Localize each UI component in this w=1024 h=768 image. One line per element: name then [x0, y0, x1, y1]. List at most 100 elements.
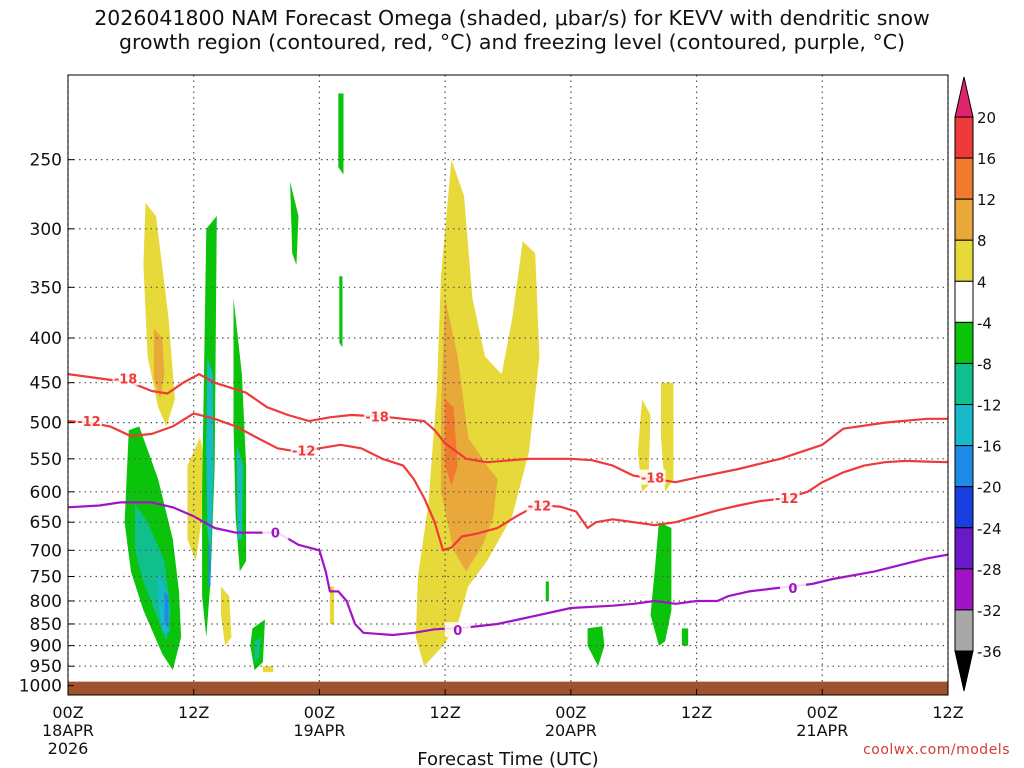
contour-label-bg — [290, 442, 317, 458]
x-tick-label-12-1: 12Z — [178, 703, 209, 722]
contour-label--18: -18 — [114, 372, 138, 387]
colorbar-segment-0 — [954, 116, 974, 159]
contour-label-bg — [639, 469, 666, 485]
colorbar-label-11: -28 — [977, 561, 1002, 579]
y-tick-label-850: 850 — [30, 615, 62, 635]
omega-region-9 — [208, 544, 211, 587]
x-tick-label-60-1: 12Z — [681, 703, 712, 722]
contour-label--12: -12 — [292, 444, 316, 459]
x-tick-label-72-2: 21APR — [796, 721, 848, 740]
plot-frame — [67, 74, 949, 696]
y-tick-label-350: 350 — [30, 278, 62, 298]
title-line-1: 2026041800 NAM Forecast Omega (shaded, μ… — [94, 6, 930, 30]
contour-label-bg — [526, 497, 553, 513]
contour-label--12: -12 — [775, 492, 799, 507]
omega-region-0 — [143, 202, 175, 427]
contour-label-bg — [75, 413, 102, 429]
colorbar-label-3: 8 — [977, 232, 987, 250]
colorbar-segment-9 — [954, 486, 974, 529]
omega-region-25 — [545, 581, 549, 601]
y-tick-label-900: 900 — [30, 637, 62, 657]
colorbar-segment-8 — [954, 445, 974, 488]
colorbar-segment-11 — [954, 568, 974, 611]
contour-label-0: 0 — [271, 527, 280, 542]
colorbar-label-8: -16 — [977, 438, 1002, 456]
y-tick-label-800: 800 — [30, 592, 62, 612]
colorbar-label-6: -8 — [977, 355, 992, 373]
x-tick-label-72-1: 00Z — [807, 703, 838, 722]
contour-label--18: -18 — [365, 411, 389, 426]
y-tick-label-300: 300 — [30, 220, 62, 240]
x-tick-label-0-3: 2026 — [48, 739, 89, 758]
contour-label-0: 0 — [453, 624, 462, 639]
omega-region-17 — [338, 93, 344, 175]
omega-region-6 — [164, 591, 169, 629]
omega-region-24 — [661, 382, 674, 492]
ground-surface — [68, 681, 948, 695]
colorbar-label-4: 4 — [977, 273, 987, 291]
omega-region-14 — [254, 637, 261, 663]
omega-region-2 — [187, 437, 207, 561]
colorbar-label-0: 20 — [977, 109, 996, 127]
y-tick-label-600: 600 — [30, 483, 62, 503]
contour-layer: -18 -18 -18 -12 -12 -12 -12 0 0 0 — [68, 370, 948, 639]
colorbar-label-10: -24 — [977, 520, 1002, 538]
y-tick-label-550: 550 — [30, 450, 62, 470]
contour-label-bg — [112, 370, 139, 386]
omega-region-21 — [441, 298, 498, 572]
x-tick-label-24-1: 00Z — [304, 703, 335, 722]
x-tick-label-0-1: 00Z — [52, 703, 83, 722]
colorbar-segment-7 — [954, 404, 974, 447]
omega-region-15 — [262, 666, 274, 673]
omega-region-19 — [329, 586, 335, 624]
omega-region-11 — [233, 298, 247, 572]
colorbar-label-5: -4 — [977, 314, 992, 332]
y-tick-label-950: 950 — [30, 657, 62, 677]
colorbar-segment-2 — [954, 198, 974, 241]
title-line-2: growth region (contoured, red, °C) and f… — [118, 30, 906, 54]
x-tick-label-84-1: 12Z — [932, 703, 963, 722]
omega-region-16 — [290, 181, 299, 265]
contour-label--18: -18 — [641, 472, 665, 487]
omega-region-20 — [415, 159, 540, 667]
colorbar-max-arrow — [954, 76, 974, 118]
contour-label-bg — [444, 622, 471, 638]
x-tick-label-24-2: 19APR — [293, 721, 345, 740]
omega-region-28 — [681, 628, 689, 646]
colorbar-min-arrow — [954, 650, 974, 692]
chart-title: 2026041800 NAM Forecast Omega (shaded, μ… — [0, 6, 1024, 54]
y-tick-label-650: 650 — [30, 513, 62, 533]
y-tick-label-450: 450 — [30, 374, 62, 394]
ground-layer — [68, 681, 948, 695]
omega-region-26 — [650, 522, 672, 646]
x-tick-label-48-2: 20APR — [545, 721, 597, 740]
colorbar-label-9: -20 — [977, 479, 1002, 497]
colorbar-segment-3 — [954, 239, 974, 282]
watermark: coolwx.com/models — [863, 742, 1010, 758]
contour-line--18 — [68, 373, 948, 484]
x-tick-label-0-2: 18APR — [42, 721, 94, 740]
contour-label-bg — [364, 408, 391, 424]
grid-layer — [67, 75, 949, 695]
omega-region-18 — [339, 276, 343, 348]
x-axis-label: Forecast Time (UTC) — [417, 749, 598, 768]
y-tick-label-250: 250 — [30, 151, 62, 171]
omega-region-8 — [206, 356, 214, 561]
colorbar-segment-5 — [954, 321, 974, 364]
y-axis: 2503003504004505005506006507007508008509… — [19, 151, 74, 697]
contour-label--12: -12 — [528, 499, 552, 514]
y-tick-label-700: 700 — [30, 541, 62, 561]
colorbar-segment-4 — [954, 280, 974, 323]
omega-shading-layer — [124, 93, 689, 673]
colorbar-label-13: -36 — [977, 643, 1002, 661]
colorbar-label-1: 16 — [977, 150, 996, 168]
contour-label-bg — [773, 490, 800, 506]
colorbar-label-12: -32 — [977, 602, 1002, 620]
x-tick-label-48-1: 00Z — [555, 703, 586, 722]
contour-label-0: 0 — [788, 582, 797, 597]
colorbar-segment-1 — [954, 157, 974, 200]
omega-region-1 — [153, 328, 165, 400]
y-tick-label-400: 400 — [30, 329, 62, 349]
